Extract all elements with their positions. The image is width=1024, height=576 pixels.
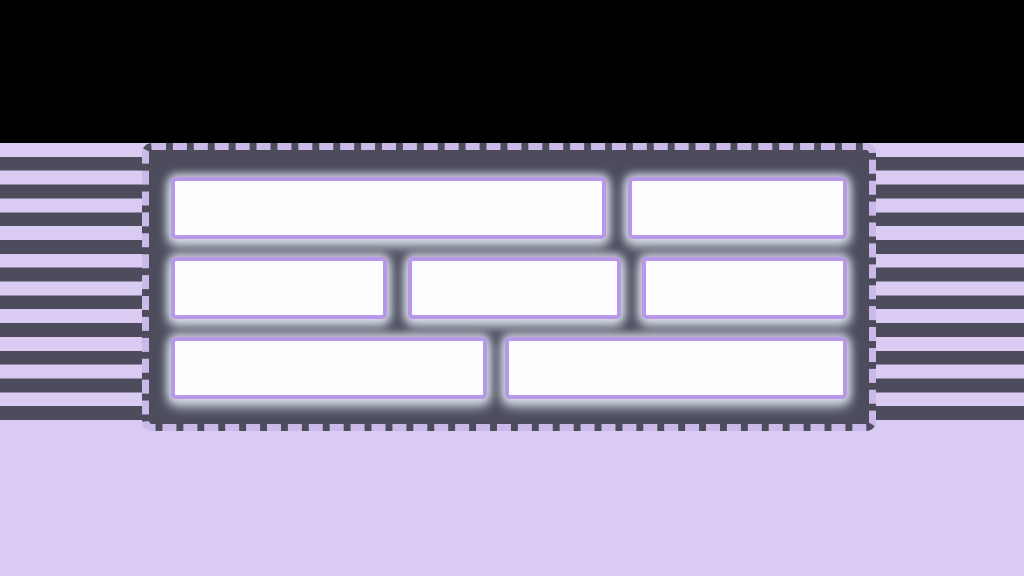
placeholder-box-4 — [408, 257, 622, 319]
panel-row-3 — [171, 337, 847, 399]
placeholder-box-3 — [171, 257, 388, 319]
panel-row-2 — [171, 257, 848, 319]
placeholder-box-5 — [642, 257, 848, 319]
placeholder-box-7 — [505, 337, 847, 399]
top-black-band — [0, 0, 1024, 143]
placeholder-box-1 — [171, 177, 607, 239]
panel-row-1 — [171, 177, 847, 239]
dashed-panel — [142, 143, 876, 431]
placeholder-box-2 — [628, 177, 847, 239]
placeholder-box-6 — [171, 337, 488, 399]
